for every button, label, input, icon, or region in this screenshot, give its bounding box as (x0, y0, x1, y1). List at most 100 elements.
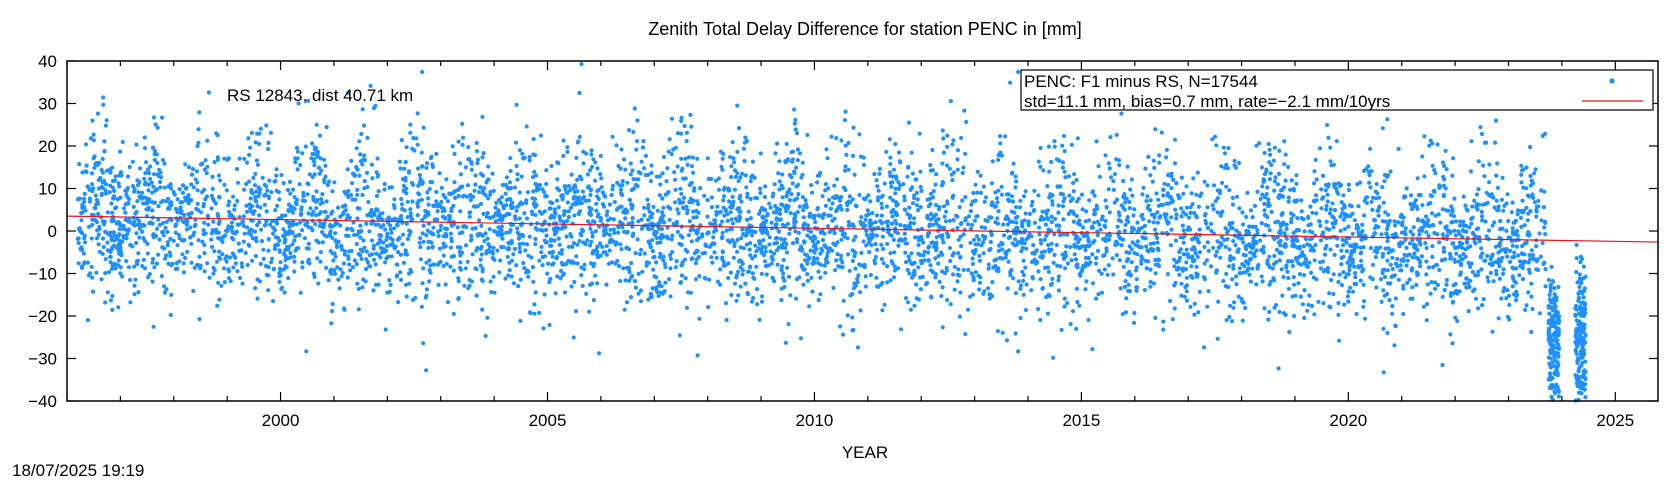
data-point-1596 (1524, 165, 1529, 170)
data-point-410 (1018, 315, 1023, 321)
data-point-2005 (405, 199, 410, 204)
data-point-3705 (1130, 193, 1135, 198)
data-point-1912 (311, 271, 316, 276)
data-point-1740 (1518, 215, 1523, 220)
data-point-3548 (1280, 293, 1285, 298)
data-point-814 (206, 222, 211, 227)
data-point-3991 (961, 267, 966, 272)
data-point-1062 (455, 245, 461, 250)
data-point-4992 (1264, 167, 1269, 172)
data-point-2793 (547, 243, 553, 248)
data-point-3059 (639, 226, 645, 231)
data-point-2468 (1370, 262, 1376, 267)
data-point-3577 (1443, 257, 1448, 262)
data-point-3097 (896, 150, 902, 155)
data-point-63 (577, 195, 582, 200)
data-point-2607 (537, 258, 542, 263)
data-point-878 (1054, 242, 1059, 248)
data-point-261 (1058, 264, 1063, 269)
data-point-3238 (709, 205, 715, 210)
data-point-4908 (1538, 254, 1544, 259)
data-point-4548 (322, 221, 327, 227)
data-point-4503 (597, 224, 602, 229)
data-point-3701 (853, 234, 858, 239)
data-point-2052 (512, 246, 518, 251)
data-point-442 (147, 272, 152, 277)
data-point-2467 (562, 184, 567, 189)
data-point-502 (479, 223, 484, 228)
data-point-3512 (977, 258, 983, 263)
data-point-1887 (1440, 232, 1445, 237)
data-point-1607 (262, 202, 267, 207)
data-point-1335 (1380, 268, 1385, 273)
data-point-4712 (801, 208, 806, 213)
data-point-4916 (1135, 239, 1140, 244)
data-point-416 (320, 230, 325, 235)
data-point-1291 (477, 190, 482, 195)
data-point-360 (1104, 246, 1109, 251)
data-point-4415 (888, 232, 893, 237)
data-point-394 (646, 217, 651, 222)
data-point-4935 (1327, 291, 1332, 296)
data-point-4795 (363, 279, 368, 284)
data-point-4242 (876, 195, 881, 200)
data-point-2196 (450, 144, 455, 149)
data-point-4161 (1360, 237, 1365, 242)
data-point-4480 (250, 258, 255, 263)
data-point-3496 (392, 205, 397, 211)
data-point-2336 (1205, 183, 1210, 188)
data-point-3682 (569, 172, 574, 177)
data-point-4467 (972, 251, 977, 256)
data-point-1655 (896, 243, 901, 248)
data-point-2977 (657, 280, 662, 285)
data-point-4921 (104, 118, 109, 123)
data-point-3003 (1447, 251, 1453, 256)
data-point-2745 (1324, 243, 1329, 248)
data-point-564 (83, 240, 88, 245)
data-point-2424 (1292, 313, 1297, 319)
data-point-3104 (1065, 301, 1070, 306)
data-point-3510 (1414, 282, 1419, 287)
data-point-860 (216, 280, 221, 285)
data-point-1855 (1428, 291, 1433, 296)
data-point-4857 (169, 292, 174, 297)
data-point-1528 (235, 269, 240, 274)
data-point-4789 (1016, 349, 1021, 354)
data-point-4890 (1373, 189, 1378, 194)
data-point-1614 (185, 249, 190, 254)
data-point-111 (1530, 192, 1535, 197)
data-point-533 (1230, 277, 1235, 282)
data-point-3514 (305, 220, 310, 225)
data-point-4252 (507, 180, 512, 185)
data-point-2316 (407, 281, 412, 286)
data-point-4565 (1340, 206, 1345, 212)
data-point-1843 (1353, 271, 1358, 276)
data-point-927 (475, 161, 480, 166)
data-point-2933 (781, 257, 786, 263)
data-point-2003 (1381, 370, 1386, 375)
data-point-981 (539, 250, 544, 255)
data-point-45 (152, 148, 158, 153)
data-point-10 (1466, 309, 1471, 314)
data-point-3074 (755, 302, 760, 307)
data-point-72 (1312, 169, 1317, 174)
data-point-2247 (453, 189, 458, 194)
data-point-4140 (633, 251, 638, 256)
data-point-3851 (572, 194, 577, 199)
data-point-2113 (85, 260, 90, 265)
data-point-4332 (322, 233, 327, 238)
data-point-3440 (375, 156, 380, 161)
data-point-3864 (426, 221, 432, 226)
data-point-1623 (1208, 264, 1214, 269)
data-point-1996 (1532, 200, 1537, 205)
data-point-4092 (1346, 182, 1352, 187)
data-point-1241 (1233, 243, 1238, 248)
data-point-4327 (866, 235, 871, 241)
data-point-4417 (1401, 283, 1406, 288)
data-point-1184 (469, 167, 474, 172)
data-point-3463 (1251, 236, 1256, 241)
data-point-3115 (994, 257, 999, 262)
data-point-2818 (621, 209, 626, 214)
data-point-3676 (508, 156, 513, 161)
data-point-2707 (1123, 284, 1128, 289)
